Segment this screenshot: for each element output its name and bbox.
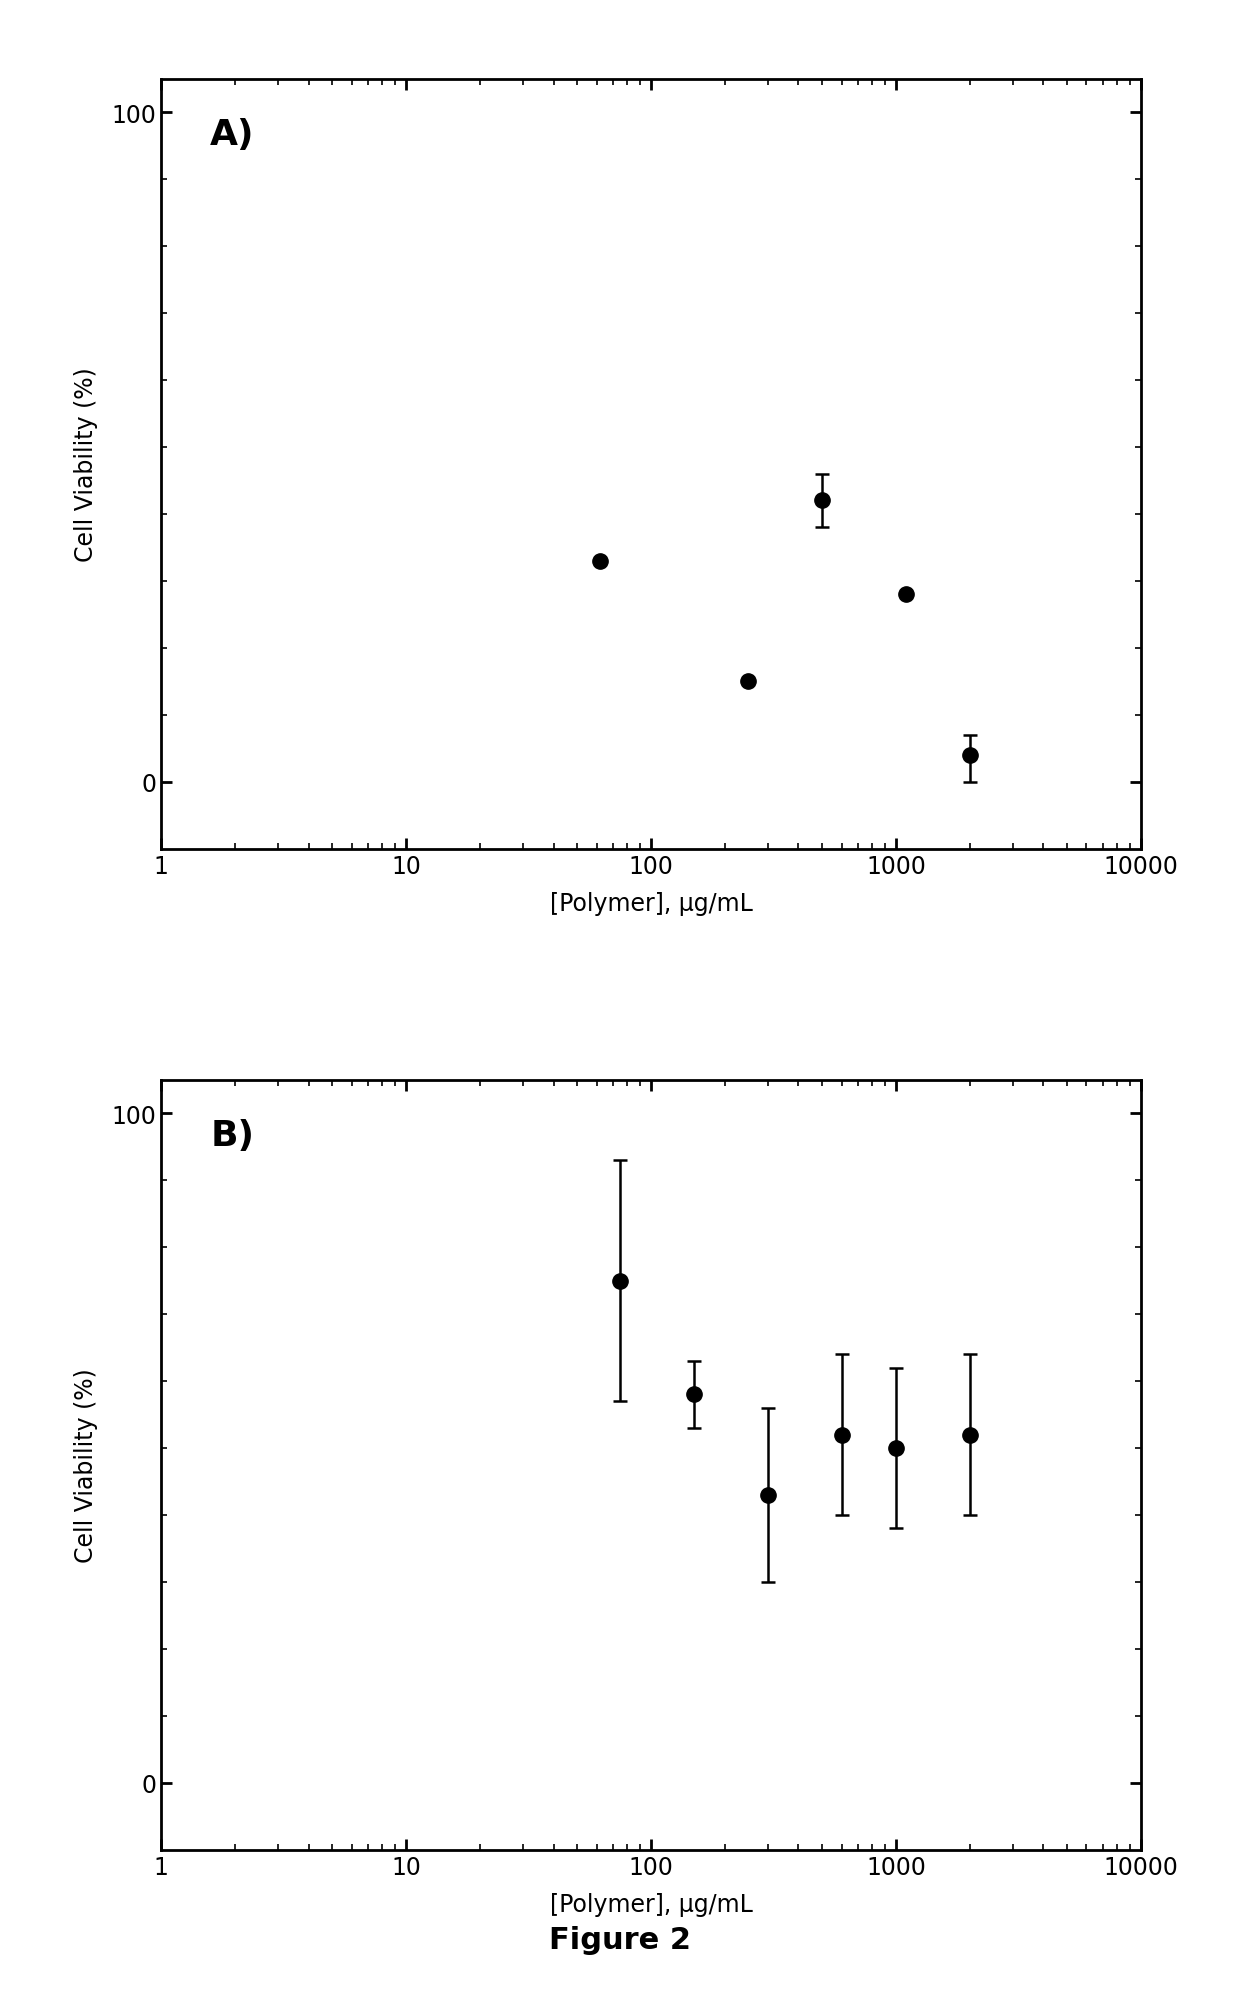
Y-axis label: Cell Viability (%): Cell Viability (%)	[73, 1368, 98, 1561]
Text: Figure 2: Figure 2	[549, 1925, 691, 1953]
Text: B): B)	[211, 1118, 254, 1152]
Y-axis label: Cell Viability (%): Cell Viability (%)	[73, 368, 98, 561]
Text: A): A)	[211, 117, 254, 151]
X-axis label: [Polymer], μg/mL: [Polymer], μg/mL	[549, 1892, 753, 1917]
X-axis label: [Polymer], μg/mL: [Polymer], μg/mL	[549, 891, 753, 915]
